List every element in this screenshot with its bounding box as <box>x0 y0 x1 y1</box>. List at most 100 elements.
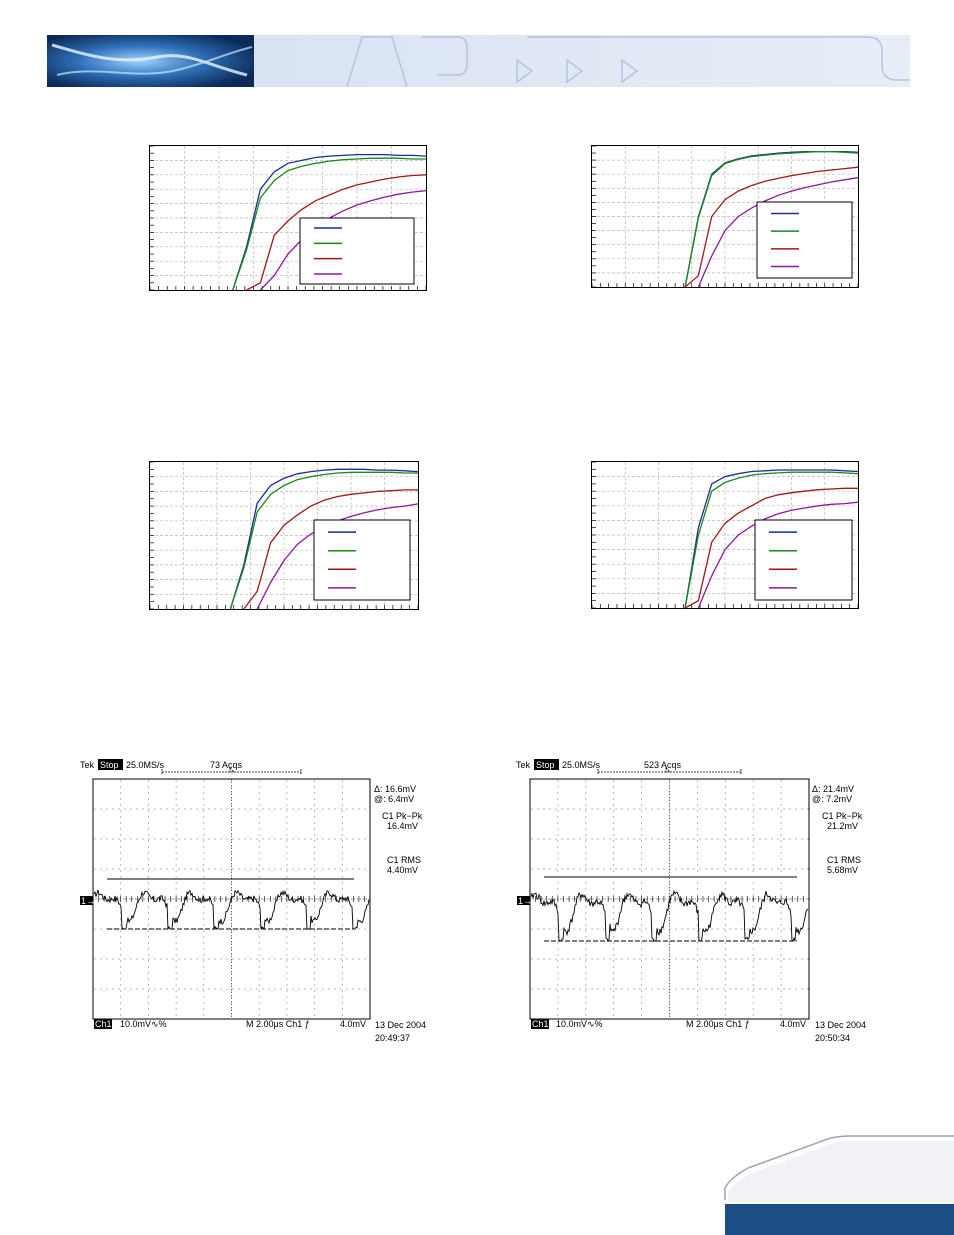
graticule-dot <box>334 868 336 870</box>
graticule-dot <box>752 984 754 986</box>
graticule-dot <box>645 988 647 990</box>
graticule-dot <box>780 834 782 836</box>
graticule-dot <box>231 858 232 860</box>
graticule-dot <box>175 828 177 830</box>
graticule-dot <box>258 822 260 824</box>
graticule-dot <box>196 958 198 960</box>
graticule-dot <box>669 996 670 998</box>
graticule-dot <box>364 868 366 870</box>
graticule-dot <box>645 838 647 840</box>
graticule-dot <box>557 906 559 908</box>
graticule-dot <box>341 936 343 938</box>
graticule-dot <box>341 846 343 848</box>
graticule-dot <box>341 804 343 806</box>
graticule-dot <box>112 868 114 870</box>
graticule-dot <box>147 870 149 872</box>
graticule-dot <box>735 808 737 810</box>
graticule-dot <box>314 834 316 836</box>
graticule-dot <box>613 906 615 908</box>
graticule-dot <box>314 930 316 932</box>
graticule-dot <box>579 808 581 810</box>
graticule-dot <box>771 958 773 960</box>
graticule-dot <box>783 808 785 810</box>
graticule-dot <box>579 958 581 960</box>
graticule-dot <box>314 882 316 884</box>
graticule-dot <box>567 838 569 840</box>
graticule-dot <box>203 924 205 926</box>
graticule-dot <box>639 808 641 810</box>
graticule-dot <box>717 988 719 990</box>
graticule-dot <box>696 786 698 788</box>
graticule-dot <box>258 924 260 926</box>
graticule-dot <box>147 888 149 890</box>
scope-1-timebase: M 2.00μs Ch1 ƒ <box>246 1019 310 1029</box>
graticule-dot <box>752 870 754 872</box>
graticule-dot <box>203 1008 205 1010</box>
graticule-dot <box>669 1008 670 1010</box>
graticule-dot <box>752 834 754 836</box>
graticule-dot <box>286 912 288 914</box>
graticule-dot <box>147 876 149 878</box>
graticule-dot <box>669 924 670 926</box>
graticule-dot <box>202 838 204 840</box>
graticule-dot <box>341 1008 343 1010</box>
graticule-dot <box>717 928 719 930</box>
graticule-dot <box>238 988 240 990</box>
graticule-dot <box>286 924 288 926</box>
graticule-dot <box>724 828 726 830</box>
graticule-dot <box>231 924 232 926</box>
graticule-dot <box>268 838 270 840</box>
graticule-dot <box>100 958 102 960</box>
graticule-dot <box>341 918 343 920</box>
graticule-dot <box>120 876 122 878</box>
graticule-dot <box>314 864 316 866</box>
graticule-dot <box>220 898 222 900</box>
graticule-dot <box>724 960 726 962</box>
graticule-dot <box>175 798 177 800</box>
graticule-dot <box>657 868 659 870</box>
graticule-dot <box>669 804 670 806</box>
graticule-dot <box>724 792 726 794</box>
graticule-dot <box>334 808 336 810</box>
graticule-dot <box>687 838 689 840</box>
graticule-dot <box>292 958 294 960</box>
graticule-dot <box>106 898 108 900</box>
graticule-dot <box>651 988 653 990</box>
graticule-dot <box>304 958 306 960</box>
graticule-dot <box>752 996 754 998</box>
graticule-dot <box>250 898 252 900</box>
scope-2-brand: Tek <box>516 760 531 770</box>
graticule-dot <box>771 808 773 810</box>
graticule-dot <box>166 838 168 840</box>
graticule-dot <box>597 898 599 900</box>
graticule-dot <box>220 988 222 990</box>
graticule-dot <box>663 928 665 930</box>
graticule-dot <box>274 898 276 900</box>
scope-1-scale: 10.0mV∿% <box>120 1019 167 1029</box>
graticule-dot <box>341 816 343 818</box>
graticule-dot <box>771 988 773 990</box>
graticule-dot <box>314 822 316 824</box>
graticule-dot <box>549 928 551 930</box>
graticule-dot <box>543 838 545 840</box>
graticule-dot <box>190 808 192 810</box>
graticule-dot <box>613 786 615 788</box>
graticule-dot <box>314 1014 316 1016</box>
graticule-dot <box>641 894 643 896</box>
graticule-dot <box>543 928 545 930</box>
graticule-dot <box>537 928 539 930</box>
graticule-dot <box>579 868 581 870</box>
graticule-dot <box>341 984 343 986</box>
graticule-dot <box>696 954 698 956</box>
graticule-dot <box>166 808 168 810</box>
graticule-dot <box>147 918 149 920</box>
graticule-dot <box>214 988 216 990</box>
scope-2-pk-value: 21.2mV <box>827 821 858 831</box>
graticule-dot <box>231 864 232 866</box>
graticule-dot <box>669 810 670 812</box>
graticule-dot <box>292 988 294 990</box>
graticule-dot <box>203 930 205 932</box>
graticule-dot <box>231 816 232 818</box>
graticule-dot <box>232 988 234 990</box>
graticule-dot <box>147 1008 149 1010</box>
